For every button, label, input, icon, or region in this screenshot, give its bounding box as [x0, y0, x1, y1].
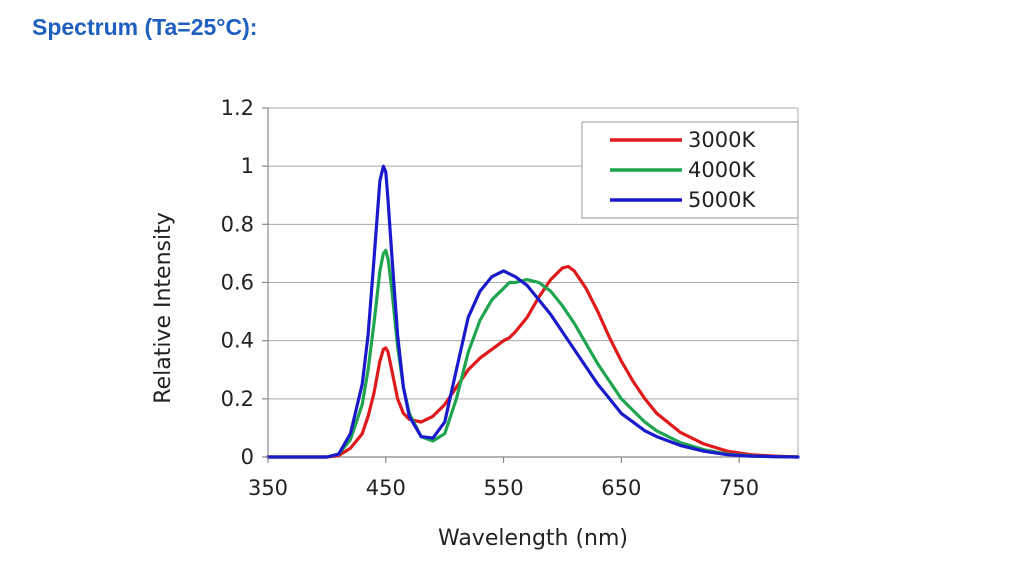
series-lines	[266, 164, 800, 459]
y-tick-label-0: 0	[241, 445, 254, 469]
legend-label-5000k: 5000K	[688, 188, 756, 212]
chart-panel: 0 0.2 0.4 0.6 0.8 1 1.2 350 450 550 650 750 Wavele…	[128, 90, 880, 567]
legend-label-3000k: 3000K	[688, 128, 756, 152]
y-tick-label-2: 0.4	[221, 329, 254, 353]
x-axis-ticks: 350 450 550 650 750	[248, 457, 759, 500]
series-line-3000k	[266, 264, 800, 459]
y-axis-ticks: 0 0.2 0.4 0.6 0.8 1 1.2	[221, 96, 268, 469]
y-tick-label-5: 1	[241, 154, 254, 178]
y-tick-label-3: 0.6	[221, 271, 254, 295]
x-tick-label-1: 450	[366, 476, 406, 500]
y-tick-label-6: 1.2	[221, 96, 254, 120]
x-tick-label-0: 350	[248, 476, 288, 500]
x-axis-title: Wavelength (nm)	[438, 526, 628, 551]
x-tick-label-3: 650	[601, 476, 641, 500]
x-tick-label-2: 550	[484, 476, 524, 500]
y-tick-label-1: 0.2	[221, 387, 254, 411]
y-tick-label-4: 0.8	[221, 212, 254, 236]
spectrum-chart: 0 0.2 0.4 0.6 0.8 1 1.2 350 450 550 650 750 Wavele…	[151, 96, 800, 551]
legend-label-4000k: 4000K	[688, 158, 756, 182]
legend: 3000K 4000K 5000K	[581, 121, 799, 219]
series-line-5000k	[266, 164, 800, 459]
x-tick-label-4: 750	[719, 476, 759, 500]
series-line-4000k	[266, 248, 800, 459]
page-title: Spectrum (Ta=25°C):	[32, 14, 258, 40]
y-axis-title: Relative Intensity	[151, 212, 176, 403]
